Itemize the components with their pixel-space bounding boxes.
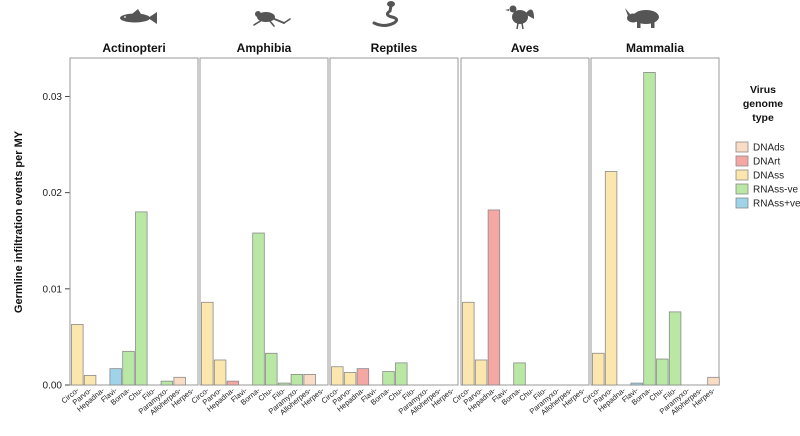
bar (474, 359, 488, 386)
bar (290, 374, 304, 386)
bar (265, 352, 278, 386)
panel-frame (329, 57, 459, 386)
bar (604, 171, 618, 386)
panel-reptiles: ReptilesCirco-Parvo-Hepadna-Flavi-Borna-… (319, 41, 459, 417)
legend-swatch (735, 183, 749, 195)
frog-icon (253, 11, 291, 27)
bar (226, 380, 240, 386)
bird-icon (505, 5, 534, 30)
legend-title: Virus (750, 84, 776, 96)
bar (303, 374, 316, 386)
bar (160, 380, 174, 386)
bar (382, 371, 395, 386)
bar (513, 362, 526, 386)
bar (109, 368, 122, 386)
bar (630, 382, 643, 386)
panel-title: Actinopteri (102, 41, 165, 55)
bar (135, 211, 148, 386)
legend-entry-label: DNArt (753, 157, 780, 168)
legend-entry-label: DNAds (753, 143, 785, 154)
legend: Virus genome type DNAds DNArt DNAss RNAss-ve RN… (735, 84, 800, 210)
legend-title: genome (743, 98, 783, 110)
bar (213, 359, 227, 386)
panel-amphibia: AmphibiaCirco-Parvo-Hepadna-Flavi-Borna-… (189, 41, 329, 417)
bar (173, 376, 186, 386)
panel-frame (69, 57, 199, 386)
panel-title: Aves (511, 41, 540, 55)
bar (201, 301, 214, 386)
bar (277, 382, 291, 386)
legend-swatch (735, 169, 749, 181)
bar (395, 362, 408, 386)
y-tick-label: 0.00 (43, 381, 63, 392)
legend-title: type (752, 112, 774, 124)
panel-title: Mammalia (626, 41, 684, 55)
legend-entry-label: RNAss+ve (753, 199, 800, 210)
y-tick-label: 0.02 (43, 188, 63, 199)
bar (83, 374, 97, 386)
bar (707, 376, 720, 386)
snake-icon (372, 1, 399, 27)
rhino-icon (625, 8, 659, 28)
panel-mammalia: MammaliaCirco-Parvo-Hepadna-Flavi-Borna-… (580, 41, 720, 417)
fish-icon (120, 9, 157, 24)
legend-swatch (735, 155, 749, 167)
bar (252, 232, 265, 386)
y-axis-label: Germline infiltration events per MY (13, 130, 25, 313)
panel-aves: AvesCirco-Parvo-Hepadna-Flavi-Borna-Chu-… (450, 41, 590, 417)
panel-title: Amphibia (237, 41, 292, 55)
bar (71, 324, 84, 386)
bar (343, 372, 357, 386)
panel-frame (460, 57, 590, 386)
bar (643, 72, 656, 386)
bar (462, 301, 475, 386)
bar (122, 350, 135, 386)
legend-entry-label: RNAss-ve (753, 185, 798, 196)
y-tick-label: 0.01 (43, 284, 63, 295)
bar (487, 209, 501, 386)
legend-swatch (735, 141, 749, 153)
bar (592, 352, 605, 386)
bar (668, 311, 682, 386)
y-tick-label: 0.03 (43, 92, 63, 103)
panel-actinopteri: ActinopteriCirco-Parvo-Hepadna-Flavi-Bor… (59, 41, 199, 417)
bar (356, 368, 370, 386)
bar (656, 358, 669, 386)
legend-swatch (735, 197, 749, 209)
panel-title: Reptiles (371, 41, 418, 55)
legend-entry-label: DNAss (753, 171, 784, 182)
bar (331, 366, 344, 386)
